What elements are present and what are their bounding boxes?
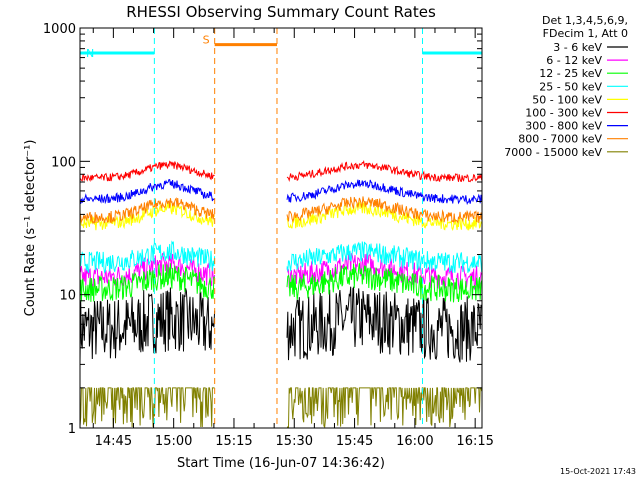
y-tick-label-1: 10 (59, 289, 76, 304)
series-line-4-segment-1 (286, 201, 483, 231)
legend-entry-label-7: 800 - 7000 keV (518, 133, 602, 146)
plot-frame (79, 27, 483, 429)
series-line-5-segment-1 (286, 160, 483, 183)
series-line-7-segment-1 (286, 196, 483, 224)
x-tick-label-2: 15:15 (215, 434, 252, 449)
x-tick-label-4: 15:45 (336, 434, 373, 449)
flag-label-0: N (86, 47, 94, 60)
x-tick-label-0: 14:45 (95, 434, 132, 449)
legend-entry-label-2: 12 - 25 keV (539, 67, 602, 80)
y-tick-label-0: 1 (68, 422, 76, 437)
y-axis-label: Count Rate (s⁻¹ detector⁻¹) (23, 140, 38, 317)
series-line-2-segment-1 (286, 263, 483, 303)
legend-entry-label-0: 3 - 6 keV (553, 41, 602, 54)
legend-entry-label-1: 6 - 12 keV (546, 54, 602, 67)
series-line-0-segment-0 (79, 287, 216, 363)
generation-timestamp: 15-Oct-2021 17:43 (560, 467, 636, 476)
legend-header-line-1: Det 1,3,4,5,6,9, (542, 14, 628, 27)
x-tick-label-6: 16:15 (456, 434, 493, 449)
legend-entry-label-4: 50 - 100 keV (532, 93, 602, 106)
legend-entry-label-3: 25 - 50 keV (539, 80, 602, 93)
y-tick-label-3: 1000 (43, 22, 76, 37)
series-line-6-segment-0 (79, 179, 215, 205)
series-line-8-segment-1 (287, 387, 483, 429)
series-line-8-segment-0 (79, 387, 215, 428)
legend-entry-label-8: 7000 - 15000 keV (504, 146, 602, 159)
series-line-4-segment-0 (79, 202, 216, 231)
series-line-1-segment-0 (79, 252, 216, 289)
series-line-3-segment-0 (79, 240, 216, 274)
series-line-6-segment-1 (286, 179, 483, 206)
series-line-5-segment-0 (79, 160, 215, 183)
x-tick-label-1: 15:00 (155, 434, 192, 449)
flag-label-2: S (203, 34, 210, 47)
y-tick-label-2: 100 (51, 155, 76, 170)
series-line-3-segment-1 (286, 241, 483, 273)
chart-title: RHESSI Observing Summary Count Rates (126, 3, 436, 21)
series-line-0-segment-1 (286, 285, 483, 363)
x-axis-label: Start Time (16-Jun-07 14:36:42) (177, 456, 385, 471)
series-line-7-segment-0 (79, 197, 215, 225)
x-tick-label-5: 16:00 (396, 434, 433, 449)
x-tick-label-3: 15:30 (276, 434, 313, 449)
series-line-2-segment-0 (79, 263, 216, 302)
series-line-1-segment-1 (286, 252, 483, 291)
legend: Det 1,3,4,5,6,9, FDecim 1, Att 0 3 - 6 k… (504, 14, 628, 159)
legend-header-line-2: FDecim 1, Att 0 (543, 27, 628, 40)
legend-entry-label-5: 100 - 300 keV (525, 107, 602, 120)
legend-entry-label-6: 300 - 800 keV (525, 120, 602, 133)
